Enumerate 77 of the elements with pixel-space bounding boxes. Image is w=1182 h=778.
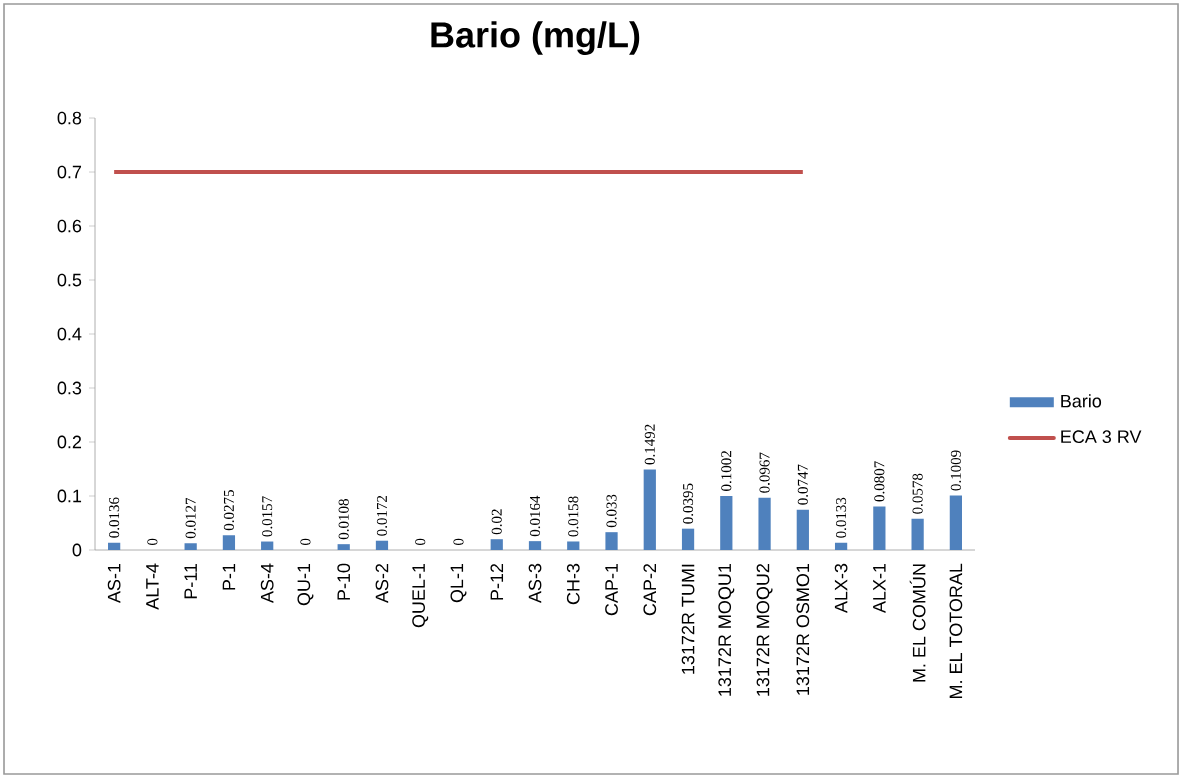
data-label: 0.0136 [109,497,120,538]
x-tick-label: QU-1 [297,563,314,606]
x-tick-label: 13172R TUMI [681,564,695,674]
y-tick-label: 0.5 [57,273,82,287]
bar [949,495,962,550]
data-label: 0 [415,538,426,546]
legend-label: ECA 3 RV [1061,430,1142,444]
y-tick-label: 0 [72,543,82,557]
y-tick-label: 0.3 [57,381,82,395]
bar [184,543,197,550]
y-tick-label: 0.7 [57,165,82,179]
y-tick-label: 0.8 [57,111,82,125]
data-label: 0.1002 [721,451,732,491]
data-label: 0 [147,538,158,546]
bar [528,541,542,550]
y-tick-label: 0.6 [57,219,82,233]
data-label: 0.02 [491,509,502,535]
data-label: 0.033 [606,494,617,528]
legend-label: Bario [1061,394,1102,408]
x-tick-label: ALT-4 [146,563,159,610]
x-tick-label: CAP-1 [605,563,618,616]
x-tick-label: M. EL COMÚN [909,564,926,682]
data-label: 0.0967 [759,452,770,493]
chart-title: Bario (mg/L) [431,21,640,55]
x-tick-label: AS-2 [375,563,389,604]
x-tick-label: 13172R MOQU1 [718,563,735,696]
x-tick-label: AS-4 [260,563,274,604]
y-tick-label: 0.1 [57,489,82,503]
x-tick-label: AS-1 [107,563,121,604]
bar [490,539,503,550]
data-label: 0.0807 [874,461,885,502]
bar [681,528,695,550]
data-label: 0.0578 [912,473,923,514]
x-tick-label: P-12 [490,563,504,600]
data-label: 0.0172 [376,495,388,536]
x-tick-label: P-11 [184,563,197,599]
data-label: 0.0127 [185,497,196,539]
bar [567,541,580,550]
bar [873,506,886,550]
data-label: 0.0747 [797,464,808,505]
data-label: 0.0133 [836,497,847,538]
x-tick-label: AS-3 [528,563,542,604]
bar [834,542,848,550]
x-tick-label: P-10 [337,563,351,600]
bar [108,542,121,550]
data-label: 0.0158 [568,496,579,537]
x-tick-label: ALX-3 [834,563,848,614]
bar [375,540,389,550]
bar [222,535,236,550]
data-label: 0.1009 [950,450,961,491]
x-tick-label: CH-3 [566,563,580,605]
x-tick-label: 13172R MOQU2 [756,564,773,696]
data-label: 0.0395 [682,483,694,524]
y-tick-label: 0.4 [57,327,82,341]
x-tick-label: M. EL TOTORAL [949,563,963,698]
bar [337,544,350,550]
data-label: 0.0108 [338,499,349,540]
x-tick-label: QL-1 [450,563,467,603]
bar [261,541,274,550]
bar [643,469,656,550]
data-label: 0.0275 [223,490,235,531]
bar [720,495,733,550]
data-label: 0 [453,538,464,546]
data-label: 0 [300,538,311,546]
x-tick-label: 13172R OSMO1 [796,563,810,695]
y-tick-label: 0.2 [57,435,82,449]
x-tick-label: CAP-2 [643,563,657,616]
data-label: 0.0157 [262,496,273,537]
x-tick-label: P-1 [222,563,236,590]
data-label: 0.0164 [529,495,541,537]
bar [911,518,924,550]
bar [605,532,618,550]
bar [796,509,809,550]
x-tick-label: ALX-1 [873,563,886,614]
data-label: 0.1492 [644,424,655,465]
x-tick-label: QUEL-1 [412,563,429,628]
bar [758,497,771,550]
